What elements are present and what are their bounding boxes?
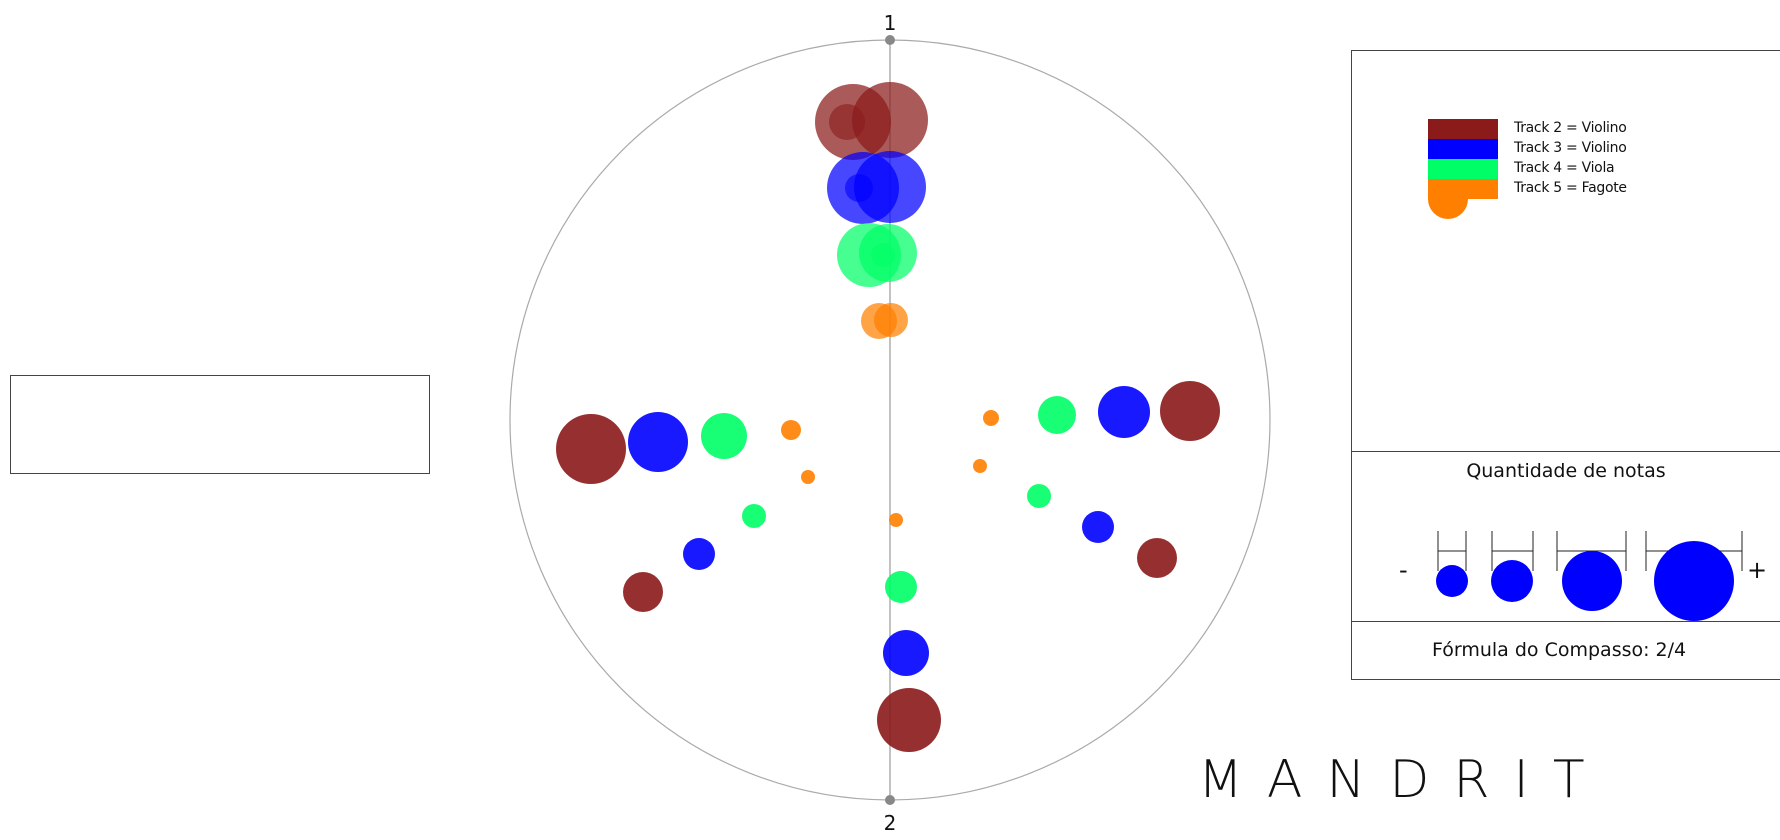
beat-label-2: 2 [884,811,897,835]
note-quantity-scale [1436,531,1743,621]
note-bubble [889,513,903,527]
quantity-dot-1 [1436,565,1468,597]
note-bubble [683,538,715,570]
note-bubble [852,82,928,158]
note-bubble [829,104,865,140]
panel-divider-1 [1352,451,1780,452]
legend-swatch [1428,139,1498,159]
note-bubble [801,470,815,484]
legend-label: Track 4 = Viola [1514,160,1615,176]
note-bubble [854,151,926,223]
note-bubble [1027,484,1051,508]
bracket-3 [1556,531,1627,571]
note-bubble [701,413,747,459]
note-bubble [781,420,801,440]
bracket-1 [1437,531,1467,571]
note-bubble [877,688,941,752]
note-bubble [623,572,663,612]
quantity-max-label: + [1747,556,1768,584]
note-bubble [556,414,626,484]
bracket-2 [1491,531,1534,571]
note-bubble [885,571,917,603]
note-bubble [973,459,987,473]
quantity-min-label: - [1399,556,1408,584]
note-bubble [983,410,999,426]
legend-label: Track 3 = Violino [1514,140,1627,156]
brand-logo: MANDRIT [1198,750,1609,810]
radial-chart: 12 [509,11,1271,835]
beat-marker-2 [885,795,895,805]
note-bubble [1082,511,1114,543]
note-quantity-title: Quantidade de notas [1466,460,1666,482]
legend-item-track-2: Track 2 = Violino [1352,119,1780,159]
quantity-dot-3 [1562,551,1622,611]
note-bubble [1098,386,1150,438]
panel-divider-2 [1352,621,1780,622]
time-signature-label: Fórmula do Compasso: 2/4 [1432,639,1687,661]
note-bubble [845,174,873,202]
legend-panel: Track 2 = Violino Track 3 = Violino Trac… [1351,50,1780,680]
note-bubble [1038,396,1076,434]
note-bubble [883,630,929,676]
legend-swatch [1428,159,1498,179]
legend-item-track-5: Track 5 = Fagote [1352,179,1780,219]
legend-item-track-4: Track 4 = Viola [1352,159,1780,199]
note-bubble [742,504,766,528]
note-bubble [628,412,688,472]
legend-item-track-3: Track 3 = Violino [1352,139,1780,179]
beat-label-1: 1 [884,11,897,35]
beat-marker-1 [885,35,895,45]
legend-label: Track 2 = Violino [1514,120,1627,136]
note-bubble [1137,538,1177,578]
note-bubble [871,243,895,267]
legend-label: Track 5 = Fagote [1514,180,1627,196]
note-bubble [874,303,908,337]
legend-swatch [1428,119,1498,139]
quantity-dot-2 [1491,560,1533,602]
quantity-dot-4 [1654,541,1734,621]
empty-info-box [10,375,430,474]
note-bubble [1160,381,1220,441]
legend-swatch [1428,179,1498,199]
